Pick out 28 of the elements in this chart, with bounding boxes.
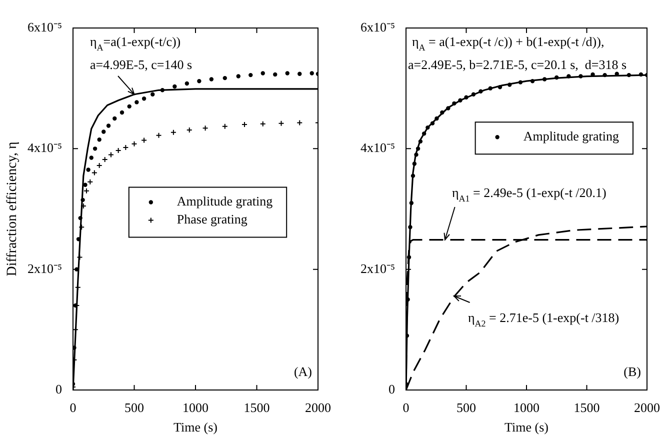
y-tick-label: 6x10⁻⁵ bbox=[360, 19, 395, 34]
y-tick-label: 2x10⁻⁵ bbox=[27, 260, 62, 276]
x-tick-label: 1500 bbox=[574, 400, 600, 416]
x-tick-label: 1000 bbox=[514, 400, 540, 416]
legend-label: Phase grating bbox=[176, 212, 248, 227]
y-tick-label: 4x10⁻⁵ bbox=[360, 140, 395, 156]
x-axis-title: Time (s) bbox=[174, 420, 218, 435]
x-axis-title: Time (s) bbox=[504, 420, 548, 435]
x-tick-label: 0 bbox=[70, 400, 76, 416]
annotation: a=2.49E-5, b=2.71E-5, c=20.1 s, d=318 s bbox=[408, 57, 627, 72]
annotation: (A) bbox=[294, 364, 312, 379]
x-tick-label: 1500 bbox=[244, 400, 270, 416]
y-tick-label: 4x10⁻⁵ bbox=[27, 140, 62, 156]
legend-label: Amplitude grating bbox=[523, 128, 620, 144]
x-tick-label: 2000 bbox=[634, 400, 660, 416]
legend-label: Amplitude grating bbox=[176, 194, 274, 209]
y-tick-label: 2x10⁻⁵ bbox=[360, 260, 395, 276]
annotation: (B) bbox=[624, 364, 642, 379]
x-tick-label: 1000 bbox=[182, 400, 208, 416]
y-axis-title: Diffraction efficiency, η bbox=[5, 142, 20, 276]
x-tick-label: 500 bbox=[124, 400, 144, 416]
x-tick-label: 2000 bbox=[305, 400, 331, 416]
y-tick-label: 0 bbox=[388, 381, 395, 396]
x-tick-label: 500 bbox=[456, 400, 476, 416]
annotation: a=4.99E-5, c=140 s bbox=[90, 57, 192, 72]
y-tick-label: 0 bbox=[56, 381, 62, 396]
y-tick-label: 6x10⁻⁵ bbox=[27, 19, 62, 34]
x-tick-label: 0 bbox=[402, 400, 410, 416]
